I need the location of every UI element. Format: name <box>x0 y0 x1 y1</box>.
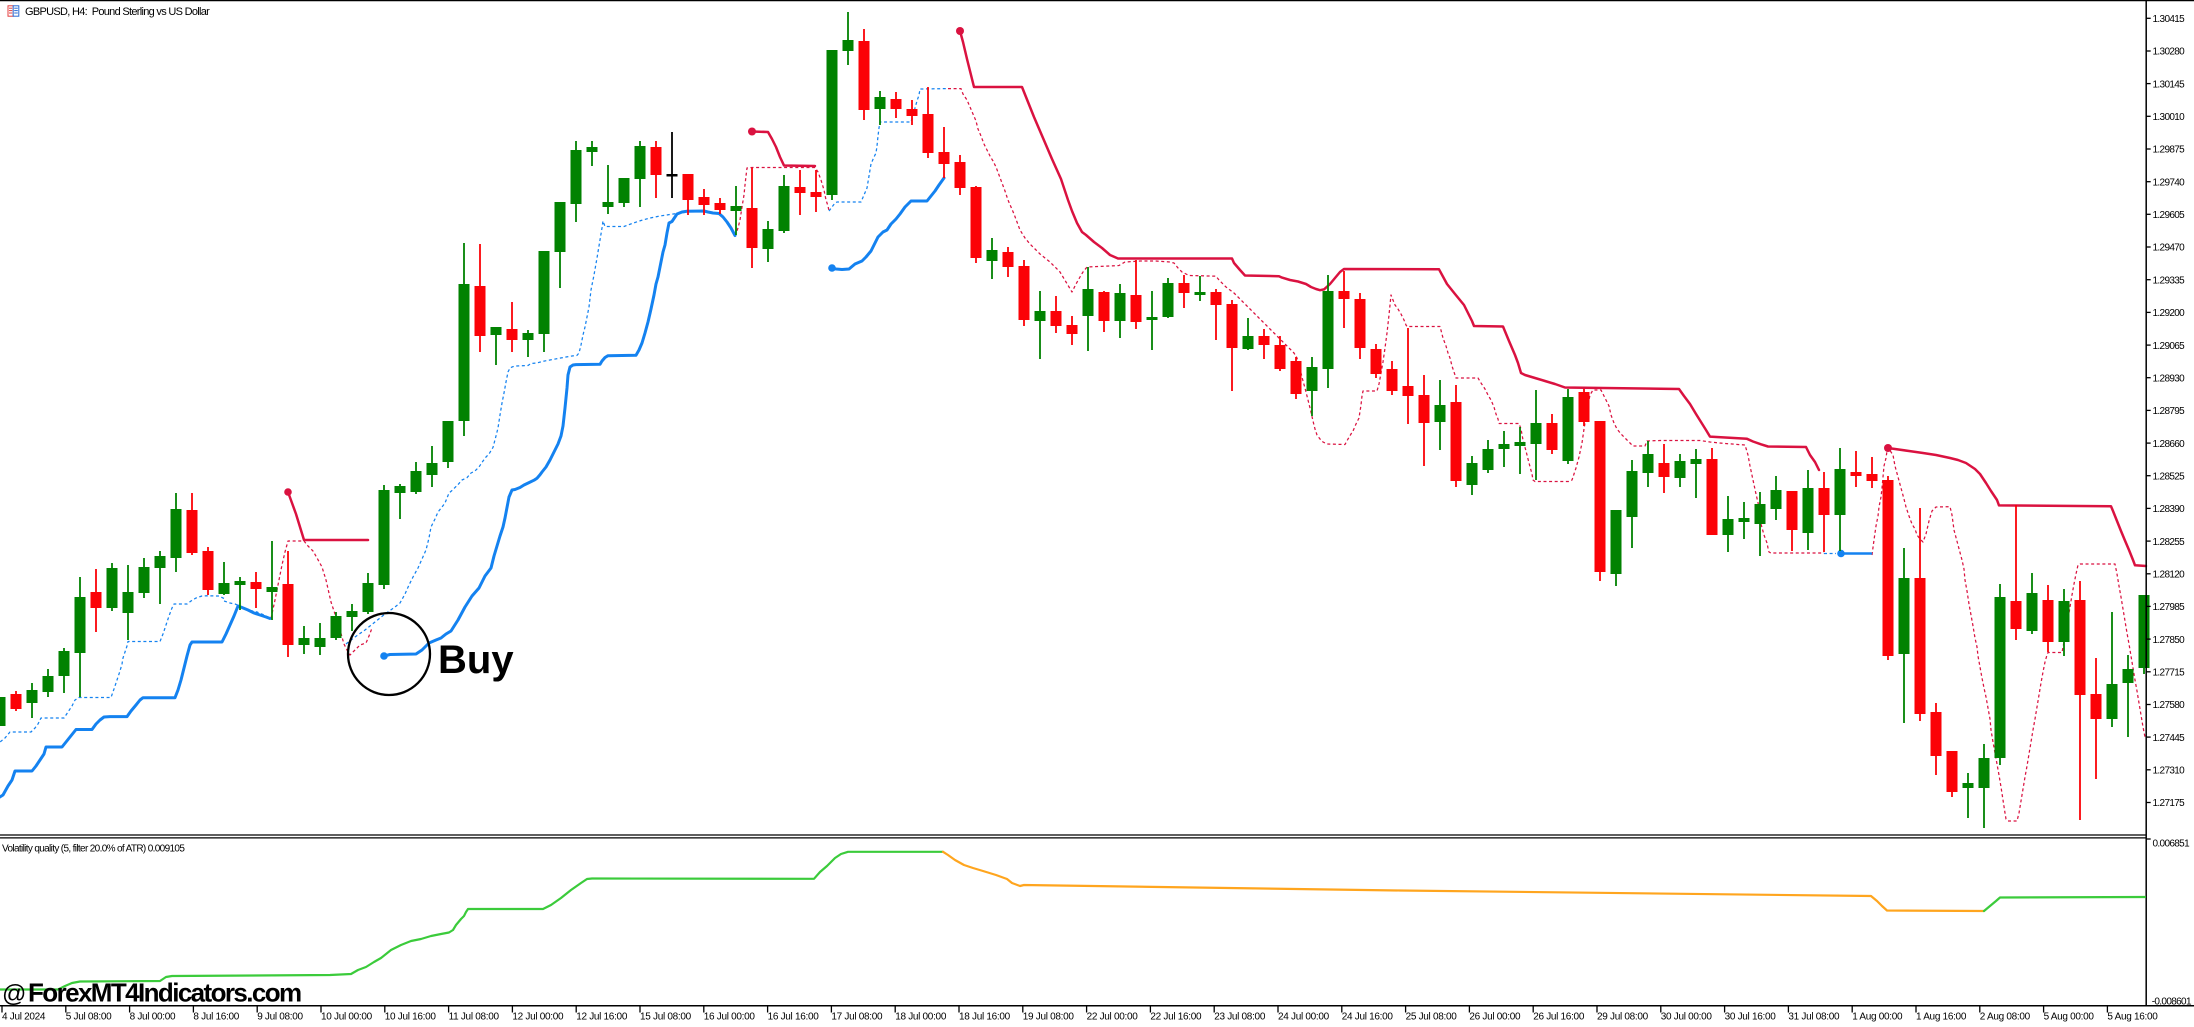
svg-text:29 Jul 08:00: 29 Jul 08:00 <box>1597 1011 1649 1022</box>
svg-text:24 Jul 16:00: 24 Jul 16:00 <box>1342 1011 1394 1022</box>
svg-text:26 Jul 16:00: 26 Jul 16:00 <box>1533 1011 1585 1022</box>
svg-text:ForexMT4Indicators.com: ForexMT4Indicators.com <box>28 978 301 1008</box>
svg-text:Volatility quality (5, filter: Volatility quality (5, filter 20.0% of A… <box>2 844 185 855</box>
svg-text:1.30415: 1.30415 <box>2153 14 2186 25</box>
svg-text:8 Jul 00:00: 8 Jul 00:00 <box>130 1011 176 1022</box>
svg-text:5 Jul 08:00: 5 Jul 08:00 <box>66 1011 112 1022</box>
svg-text:1.28390: 1.28390 <box>2153 504 2186 515</box>
svg-text:1.29605: 1.29605 <box>2153 210 2186 221</box>
svg-text:17 Jul 08:00: 17 Jul 08:00 <box>831 1011 883 1022</box>
svg-text:1.28525: 1.28525 <box>2153 471 2186 482</box>
svg-text:22 Jul 16:00: 22 Jul 16:00 <box>1150 1011 1202 1022</box>
svg-text:30 Jul 16:00: 30 Jul 16:00 <box>1725 1011 1777 1022</box>
svg-text:0.006851: 0.006851 <box>2153 838 2191 849</box>
svg-text:1.27715: 1.27715 <box>2153 668 2186 679</box>
svg-text:1.30145: 1.30145 <box>2153 79 2186 90</box>
svg-text:16 Jul 16:00: 16 Jul 16:00 <box>768 1011 820 1022</box>
svg-text:11 Jul 08:00: 11 Jul 08:00 <box>449 1011 500 1022</box>
svg-text:1 Aug 00:00: 1 Aug 00:00 <box>1852 1011 1903 1022</box>
svg-text:1.29740: 1.29740 <box>2153 177 2186 188</box>
svg-text:16 Jul 00:00: 16 Jul 00:00 <box>704 1011 756 1022</box>
svg-text:19 Jul 08:00: 19 Jul 08:00 <box>1023 1011 1075 1022</box>
svg-text:1.28795: 1.28795 <box>2153 406 2186 417</box>
svg-text:1.27580: 1.27580 <box>2153 700 2186 711</box>
svg-text:8 Jul 16:00: 8 Jul 16:00 <box>193 1011 239 1022</box>
svg-text:10 Jul 16:00: 10 Jul 16:00 <box>385 1011 437 1022</box>
svg-text:1 Aug 16:00: 1 Aug 16:00 <box>1916 1011 1967 1022</box>
svg-text:12 Jul 16:00: 12 Jul 16:00 <box>576 1011 628 1022</box>
svg-text:1.30010: 1.30010 <box>2153 112 2186 123</box>
svg-text:10 Jul 00:00: 10 Jul 00:00 <box>321 1011 373 1022</box>
svg-text:31 Jul 08:00: 31 Jul 08:00 <box>1788 1011 1840 1022</box>
svg-text:1.27175: 1.27175 <box>2153 798 2186 809</box>
svg-text:1.27985: 1.27985 <box>2153 602 2186 613</box>
svg-text:-0.008601: -0.008601 <box>2152 997 2192 1008</box>
svg-text:23 Jul 08:00: 23 Jul 08:00 <box>1214 1011 1266 1022</box>
svg-text:1.29470: 1.29470 <box>2153 243 2186 254</box>
svg-text:1.27310: 1.27310 <box>2153 766 2186 777</box>
svg-text:24 Jul 00:00: 24 Jul 00:00 <box>1278 1011 1330 1022</box>
svg-text:1.28120: 1.28120 <box>2153 570 2186 581</box>
svg-text:15 Jul 08:00: 15 Jul 08:00 <box>640 1011 692 1022</box>
svg-text:GBPUSD, H4: Pound Sterling vs: GBPUSD, H4: Pound Sterling vs US Dollar <box>25 6 210 18</box>
svg-text:4 Jul 2024: 4 Jul 2024 <box>2 1011 46 1022</box>
svg-text:2 Aug 08:00: 2 Aug 08:00 <box>1980 1011 2031 1022</box>
svg-text:1.29065: 1.29065 <box>2153 341 2186 352</box>
svg-text:1.29335: 1.29335 <box>2153 275 2186 286</box>
svg-text:18 Jul 00:00: 18 Jul 00:00 <box>895 1011 947 1022</box>
svg-text:@: @ <box>2 981 26 1008</box>
svg-text:12 Jul 00:00: 12 Jul 00:00 <box>512 1011 564 1022</box>
svg-text:1.28255: 1.28255 <box>2153 537 2186 548</box>
svg-text:30 Jul 00:00: 30 Jul 00:00 <box>1661 1011 1713 1022</box>
svg-text:22 Jul 00:00: 22 Jul 00:00 <box>1087 1011 1139 1022</box>
svg-text:Buy: Buy <box>438 638 514 682</box>
svg-text:9 Jul 08:00: 9 Jul 08:00 <box>257 1011 303 1022</box>
svg-text:25 Jul 08:00: 25 Jul 08:00 <box>1406 1011 1458 1022</box>
svg-text:5 Aug 16:00: 5 Aug 16:00 <box>2107 1011 2158 1022</box>
svg-text:1.27445: 1.27445 <box>2153 733 2186 744</box>
svg-text:1.27850: 1.27850 <box>2153 635 2186 646</box>
svg-text:1.28930: 1.28930 <box>2153 373 2186 384</box>
svg-text:5 Aug 00:00: 5 Aug 00:00 <box>2044 1011 2095 1022</box>
svg-text:1.30280: 1.30280 <box>2153 47 2186 58</box>
svg-text:1.29875: 1.29875 <box>2153 145 2186 156</box>
svg-text:26 Jul 00:00: 26 Jul 00:00 <box>1469 1011 1521 1022</box>
svg-text:1.28660: 1.28660 <box>2153 439 2186 450</box>
svg-text:18 Jul 16:00: 18 Jul 16:00 <box>959 1011 1011 1022</box>
svg-text:1.29200: 1.29200 <box>2153 308 2186 319</box>
